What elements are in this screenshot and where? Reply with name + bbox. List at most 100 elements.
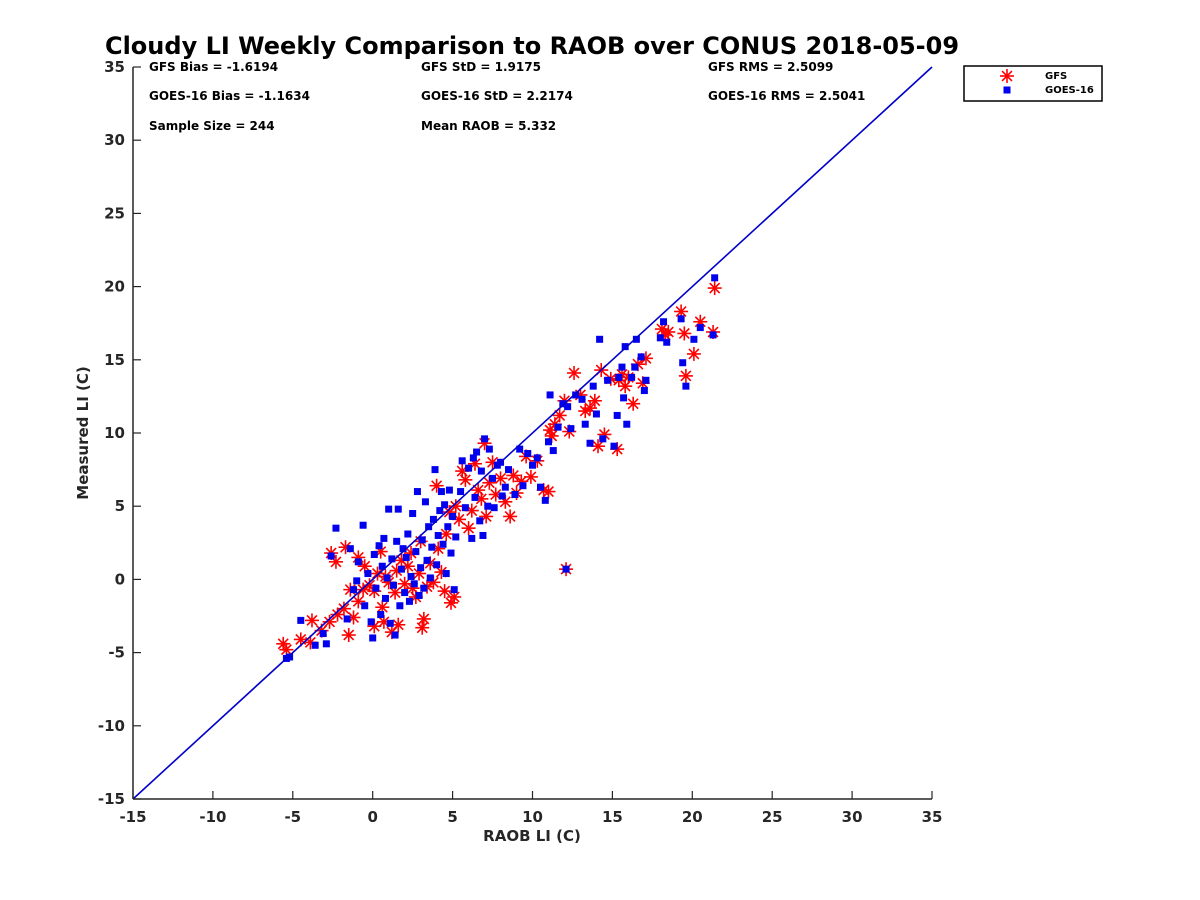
goes16-point <box>445 486 453 494</box>
goes16-point <box>457 488 465 496</box>
y-tick-label: 10 <box>104 424 125 442</box>
goes16-point <box>505 466 513 474</box>
goes16-point <box>484 502 492 510</box>
goes16-point <box>413 488 421 496</box>
y-tick-label: 15 <box>104 351 125 369</box>
goes16-point <box>407 572 415 580</box>
gfs-point <box>458 472 473 487</box>
goes16-point <box>425 523 433 531</box>
goes16-point <box>592 410 600 418</box>
goes16-point <box>696 324 704 332</box>
goes16-point <box>364 570 372 578</box>
goes16-point <box>369 634 377 642</box>
goes16-point <box>447 549 455 557</box>
goes16-point <box>319 630 327 638</box>
goes16-point <box>399 545 407 553</box>
goes16-point <box>332 524 340 532</box>
x-axis-label: RAOB LI (C) <box>483 827 581 845</box>
gfs-point <box>279 642 294 657</box>
stat-sample-size: Sample Size = 244 <box>149 119 275 133</box>
goes16-point <box>620 394 628 402</box>
goes16-point <box>589 382 597 390</box>
gfs-point <box>587 393 602 408</box>
goes16-point <box>549 447 557 455</box>
goes16-point <box>621 343 629 351</box>
x-tick-label: 0 <box>367 808 377 826</box>
goes16-point <box>426 574 434 582</box>
goes16-point <box>441 501 449 509</box>
goes16-point <box>405 597 413 605</box>
goes16-point <box>423 556 431 564</box>
goes16-point <box>578 395 586 403</box>
legend-goes16-marker <box>1003 86 1011 94</box>
legend-gfs-marker <box>1000 69 1014 83</box>
gfs-point <box>677 326 692 341</box>
x-tick-label: 10 <box>522 808 543 826</box>
goes16-point <box>631 363 639 371</box>
goes16-point <box>433 561 441 569</box>
legend-goes16-symbol <box>1003 86 1011 94</box>
x-tick-label: 15 <box>602 808 623 826</box>
gfs-point <box>437 584 452 599</box>
stat-goes16-std: GOES-16 StD = 2.2174 <box>421 89 573 103</box>
goes16-point <box>444 523 452 531</box>
y-tick-label: -5 <box>108 644 125 662</box>
goes16-point <box>640 387 648 395</box>
goes16-point <box>297 616 305 624</box>
goes16-point <box>404 530 412 538</box>
gfs-point <box>591 439 606 454</box>
goes16-point <box>615 373 623 381</box>
goes16-point <box>434 531 442 539</box>
goes16-point <box>393 537 401 545</box>
goes16-point <box>554 423 562 431</box>
series-gfs <box>276 281 722 657</box>
goes16-point <box>516 445 524 453</box>
goes16-point <box>498 492 506 500</box>
goes16-point <box>656 334 664 342</box>
goes16-point <box>562 565 570 573</box>
goes16-point <box>412 548 420 556</box>
goes16-point <box>541 496 549 504</box>
goes16-point <box>353 577 361 585</box>
goes16-point <box>481 435 489 443</box>
goes16-point <box>372 584 380 592</box>
legend-box <box>963 65 1103 102</box>
legend-goes16-label: GOES-16 <box>1045 85 1094 96</box>
gfs-point <box>567 365 582 380</box>
legend-gfs-symbol <box>1000 69 1014 83</box>
goes16-point <box>567 425 575 433</box>
goes16-point <box>450 586 458 594</box>
goes16-point <box>458 457 466 465</box>
goes16-point <box>529 461 536 469</box>
one-to-one-line <box>132 66 933 800</box>
goes16-point <box>409 510 417 518</box>
goes16-point <box>586 439 594 447</box>
gfs-point <box>416 611 431 626</box>
goes16-point <box>410 580 418 588</box>
goes16-point <box>711 274 719 282</box>
goes16-point <box>394 505 402 513</box>
goes16-point <box>402 553 410 561</box>
goes16-point <box>421 498 429 506</box>
goes16-point <box>599 435 607 443</box>
goes16-point <box>628 373 636 381</box>
y-tick-label: 35 <box>104 58 125 76</box>
goes16-point <box>613 411 621 419</box>
goes16-point <box>354 558 362 566</box>
gfs-point <box>541 484 556 499</box>
goes16-point <box>632 335 640 343</box>
y-axis-label: Measured LI (C) <box>74 366 92 499</box>
goes16-point <box>418 536 426 544</box>
gfs-point <box>415 620 430 635</box>
goes16-point <box>709 331 717 339</box>
y-tick-label: 5 <box>115 497 125 515</box>
gfs-point <box>304 613 319 628</box>
goes16-point <box>397 565 405 573</box>
goes16-point <box>511 490 519 498</box>
goes16-point <box>465 464 473 472</box>
goes16-point <box>431 466 439 474</box>
goes16-point <box>677 315 685 323</box>
goes16-point <box>501 483 509 491</box>
goes16-point <box>429 515 437 523</box>
goes16-point <box>383 574 391 582</box>
